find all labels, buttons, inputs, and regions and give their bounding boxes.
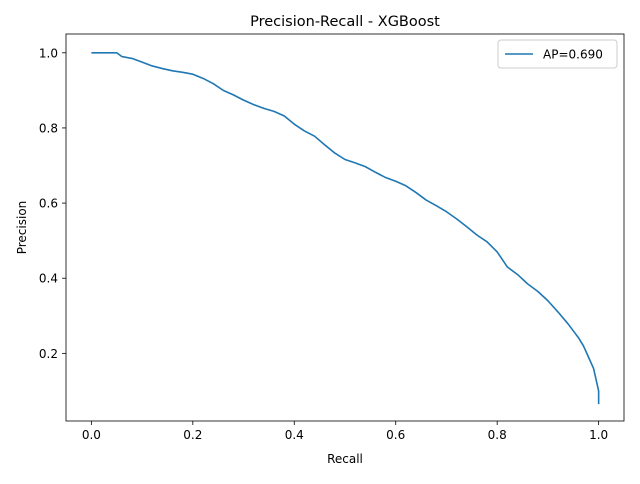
x-axis: 0.0 0.2 0.4 0.6 0.8 1.0 xyxy=(82,421,608,442)
y-tick-label: 1.0 xyxy=(39,46,58,60)
chart-title: Precision-Recall - XGBoost xyxy=(250,14,440,30)
x-axis-label: Recall xyxy=(327,452,363,466)
x-tick-label: 0.0 xyxy=(82,428,101,442)
y-tick-label: 0.2 xyxy=(39,347,58,361)
x-tick-label: 0.2 xyxy=(183,428,202,442)
x-tick-label: 1.0 xyxy=(589,428,608,442)
axes-frame xyxy=(65,33,625,422)
pr-curve-line xyxy=(91,51,600,405)
x-tick-label: 0.6 xyxy=(386,428,405,442)
y-tick-label: 0.6 xyxy=(39,197,58,211)
x-tick-label: 0.8 xyxy=(488,428,507,442)
plot-area xyxy=(91,51,600,405)
legend: AP=0.690 xyxy=(497,39,618,69)
y-axis-label: Precision xyxy=(15,201,29,255)
x-tick-label: 0.4 xyxy=(285,428,304,442)
y-tick-label: 0.4 xyxy=(39,272,58,286)
y-tick-label: 0.8 xyxy=(39,121,58,135)
y-axis: 0.2 0.4 0.6 0.8 1.0 xyxy=(39,46,66,361)
legend-box xyxy=(497,39,618,69)
legend-label: AP=0.690 xyxy=(543,48,603,62)
